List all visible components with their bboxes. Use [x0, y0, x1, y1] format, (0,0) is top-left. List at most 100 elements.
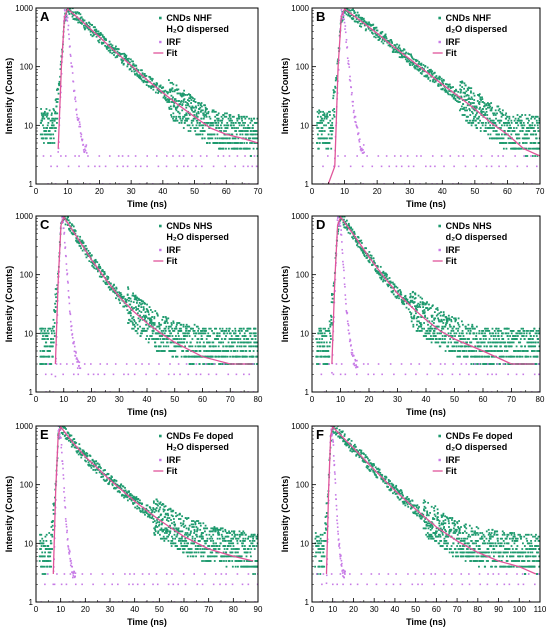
data-point [356, 11, 359, 14]
data-point [239, 142, 242, 144]
data-point [95, 28, 98, 31]
irf-point [80, 135, 82, 138]
data-point [148, 317, 151, 320]
data-point [522, 327, 525, 330]
data-point [137, 317, 140, 320]
irf-point [72, 373, 75, 376]
data-point [394, 51, 396, 53]
data-point [253, 341, 256, 344]
data-point [469, 114, 472, 116]
data-point [161, 335, 164, 337]
data-point [175, 117, 178, 120]
data-point [80, 242, 83, 244]
data-point [349, 15, 352, 18]
data-point [139, 318, 142, 321]
data-point [48, 133, 50, 136]
data-point [522, 127, 525, 129]
data-point [422, 303, 425, 306]
data-point [442, 341, 444, 344]
irf-point [67, 165, 70, 168]
data-point [204, 114, 206, 116]
data-point [202, 363, 205, 365]
data-point [450, 330, 453, 332]
data-point [51, 142, 54, 144]
data-point [414, 297, 417, 299]
data-point [256, 117, 258, 120]
data-point [516, 114, 519, 116]
data-point [529, 345, 531, 348]
data-point [52, 341, 55, 344]
irf-point [71, 334, 73, 336]
data-point [416, 304, 419, 307]
irf-point [363, 151, 365, 154]
irf-point [357, 133, 359, 136]
data-point [474, 345, 477, 348]
data-point [185, 114, 188, 116]
data-point [241, 119, 244, 122]
data-point [519, 341, 522, 344]
data-point [225, 127, 228, 129]
data-point [49, 350, 51, 352]
data-point [233, 341, 236, 344]
data-point [122, 297, 124, 300]
irf-point [139, 165, 142, 168]
data-point [409, 293, 412, 295]
data-point [343, 216, 346, 218]
data-point [86, 253, 89, 256]
irf-point [87, 165, 90, 168]
data-point [154, 91, 157, 94]
fit-line [57, 8, 258, 149]
data-point [322, 350, 325, 352]
data-point [128, 61, 131, 64]
data-point [397, 290, 399, 293]
data-point [500, 330, 502, 332]
irf-point [82, 149, 85, 151]
irf-point [191, 155, 193, 157]
data-point [391, 46, 394, 49]
data-point [193, 100, 195, 102]
data-point [523, 124, 526, 127]
data-point [72, 233, 75, 235]
data-point [418, 303, 421, 306]
data-point [138, 299, 141, 301]
data-point [461, 323, 464, 326]
data-point [476, 127, 479, 129]
data-point [200, 109, 203, 112]
data-point [478, 115, 480, 118]
data-point [482, 341, 484, 344]
data-point [146, 309, 149, 311]
data-point [40, 327, 43, 330]
data-point [519, 119, 522, 122]
data-point [492, 335, 495, 337]
data-point [433, 318, 436, 321]
data-point [112, 51, 115, 54]
data-point [123, 55, 126, 57]
data-point [349, 232, 352, 235]
data-point [164, 320, 167, 323]
data-point [317, 355, 319, 358]
data-point [185, 330, 187, 332]
data-point [45, 345, 48, 348]
data-point [256, 345, 258, 348]
data-point [516, 122, 519, 124]
data-point [466, 115, 468, 118]
data-point [498, 330, 500, 332]
irf-point [406, 155, 409, 157]
data-point [481, 332, 484, 335]
data-point [431, 316, 433, 318]
data-point [452, 93, 455, 96]
data-point [317, 332, 320, 335]
data-point [175, 100, 178, 102]
data-point [462, 355, 465, 358]
data-point [188, 100, 191, 102]
data-point [332, 97, 335, 100]
data-point [474, 114, 477, 116]
data-point [485, 103, 488, 106]
data-point [490, 102, 493, 104]
data-point [532, 127, 535, 129]
data-point [139, 299, 142, 301]
data-point [56, 122, 58, 124]
data-point [149, 78, 152, 80]
data-point [326, 115, 329, 118]
irf-point [344, 28, 346, 30]
